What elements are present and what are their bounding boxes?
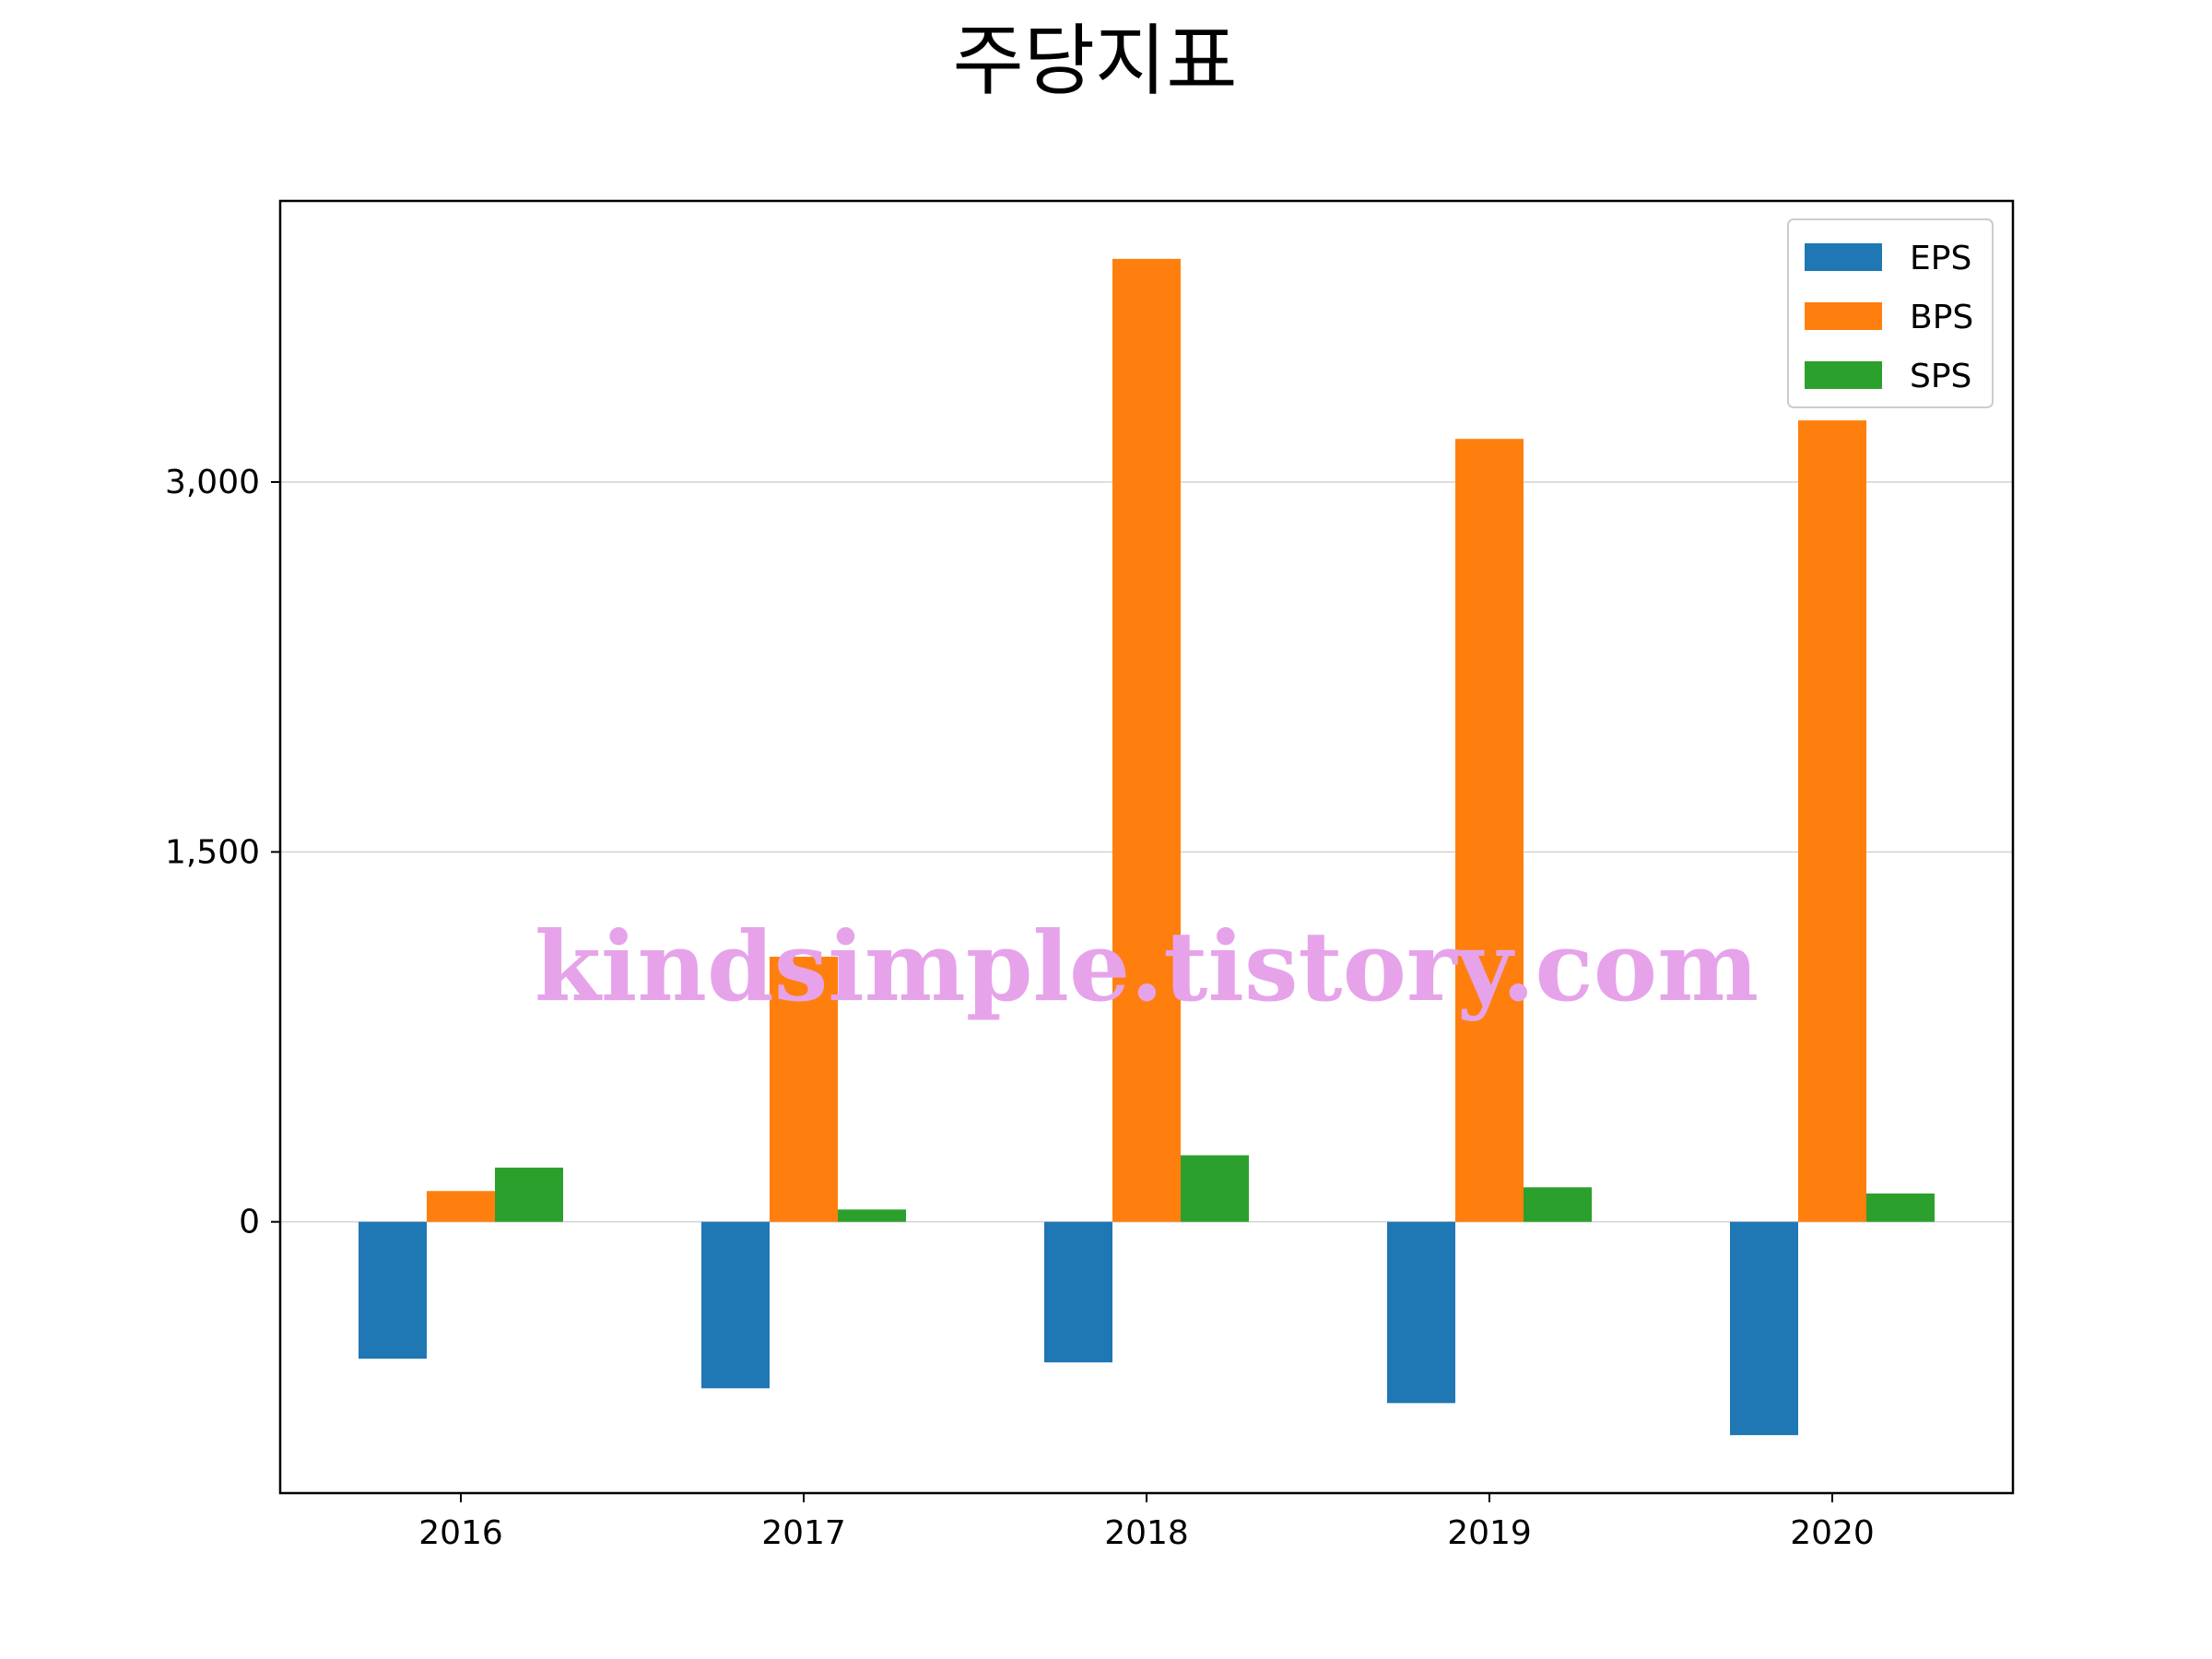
bar-bps-2017 [770, 957, 838, 1222]
y-tick-label: 0 [239, 1204, 260, 1241]
legend-label-eps: EPS [1910, 240, 1971, 277]
legend-swatch-eps [1805, 243, 1882, 271]
bar-sps-2018 [1181, 1155, 1249, 1222]
bar-bps-2016 [427, 1191, 495, 1222]
legend-swatch-sps [1805, 361, 1882, 389]
x-tick-label: 2017 [761, 1514, 846, 1552]
bar-bps-2020 [1798, 420, 1866, 1222]
bar-eps-2016 [359, 1221, 427, 1359]
legend: EPS BPS SPS [1787, 218, 1994, 408]
bar-eps-2018 [1044, 1221, 1112, 1363]
bar-sps-2016 [495, 1167, 563, 1222]
axis-layer: 0 1,500 3,000 2016 2017 2018 2019 2020 [165, 464, 1875, 1552]
watermark-text: kindsimple.tistory.com [535, 910, 1759, 1023]
bar-bps-2018 [1112, 258, 1181, 1222]
legend-label-sps: SPS [1910, 358, 1971, 395]
bars-layer [359, 258, 1935, 1436]
x-tick-label: 2019 [1447, 1514, 1532, 1552]
bar-eps-2020 [1730, 1221, 1798, 1436]
legend-label-bps: BPS [1910, 299, 1973, 336]
x-tick-label: 2016 [418, 1514, 503, 1552]
bar-sps-2017 [838, 1209, 906, 1222]
chart-title: 주당지표 [952, 16, 1237, 106]
bar-eps-2017 [701, 1221, 770, 1389]
bar-eps-2019 [1387, 1221, 1455, 1404]
legend-swatch-bps [1805, 302, 1882, 330]
y-tick-label: 3,000 [165, 464, 260, 501]
bar-sps-2020 [1866, 1193, 1935, 1222]
x-tick-label: 2020 [1790, 1514, 1875, 1552]
bar-bps-2019 [1455, 439, 1524, 1222]
bar-sps-2019 [1524, 1187, 1592, 1222]
x-tick-label: 2018 [1104, 1514, 1189, 1552]
y-tick-label: 1,500 [165, 833, 260, 871]
